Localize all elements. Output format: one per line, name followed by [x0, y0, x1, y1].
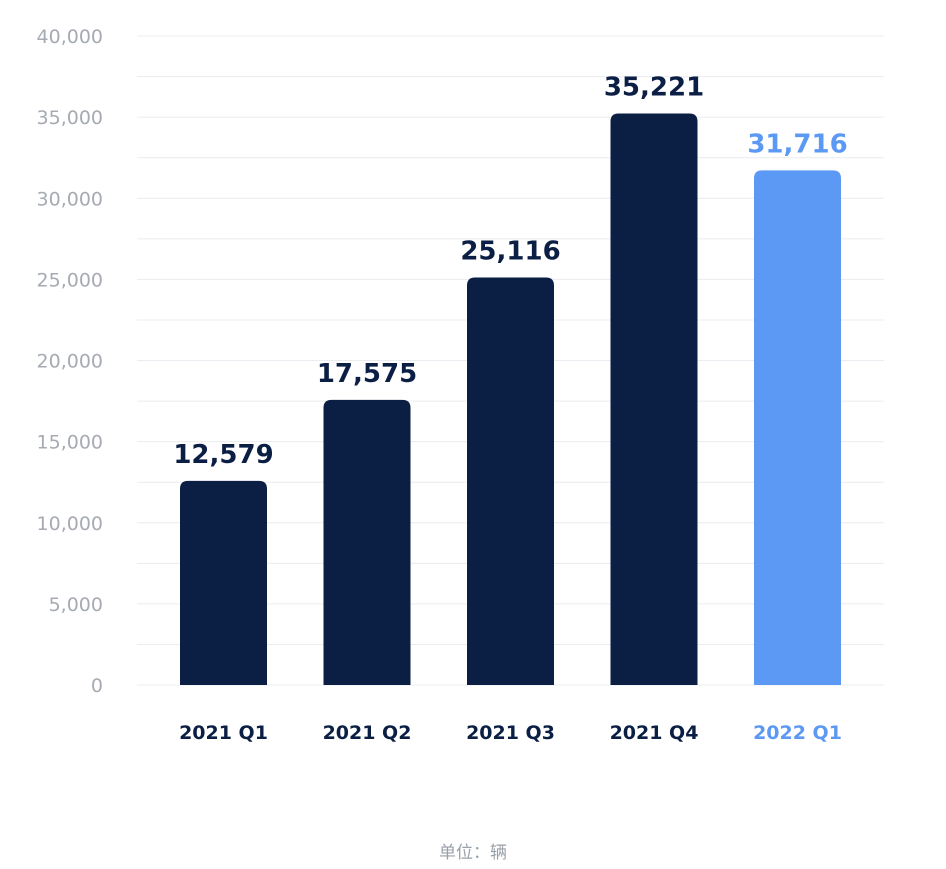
y-tick-label: 40,000: [37, 26, 103, 48]
x-tick-label: 2021 Q1: [179, 722, 268, 744]
y-tick-label: 25,000: [37, 269, 103, 291]
value-label: 35,221: [604, 73, 704, 103]
bar: [323, 399, 411, 685]
y-tick-label: 15,000: [37, 432, 103, 454]
unit-note: 单位：辆: [439, 843, 507, 863]
value-label: 12,579: [173, 440, 273, 470]
x-tick-label: 2021 Q3: [466, 722, 555, 744]
y-tick-label: 35,000: [37, 107, 103, 129]
bar: [610, 113, 698, 685]
x-tick-label: 2022 Q1: [753, 722, 842, 744]
x-axis-ticks: 2021 Q1 2021 Q2 2021 Q3 2021 Q4 2022 Q1: [179, 722, 842, 744]
y-tick-label: 10,000: [37, 513, 103, 535]
bar: [754, 170, 841, 685]
y-tick-label: 20,000: [37, 351, 103, 373]
bar: [467, 277, 554, 685]
bar: [180, 480, 267, 685]
bars: [180, 113, 841, 685]
value-label: 31,716: [747, 129, 847, 159]
x-tick-label: 2021 Q2: [323, 722, 412, 744]
x-tick-label: 2021 Q4: [610, 722, 699, 744]
y-axis-ticks: 0 5,000 10,000 15,000 20,000 25,000 30,000 35,0…: [37, 26, 103, 697]
value-label: 17,575: [317, 359, 417, 389]
y-tick-label: 5,000: [49, 594, 103, 616]
y-tick-label: 0: [91, 675, 103, 697]
value-label: 25,116: [460, 236, 560, 266]
y-tick-label: 30,000: [37, 188, 103, 210]
value-labels: 12,579 17,575 25,116 35,221 31,716: [173, 73, 847, 470]
